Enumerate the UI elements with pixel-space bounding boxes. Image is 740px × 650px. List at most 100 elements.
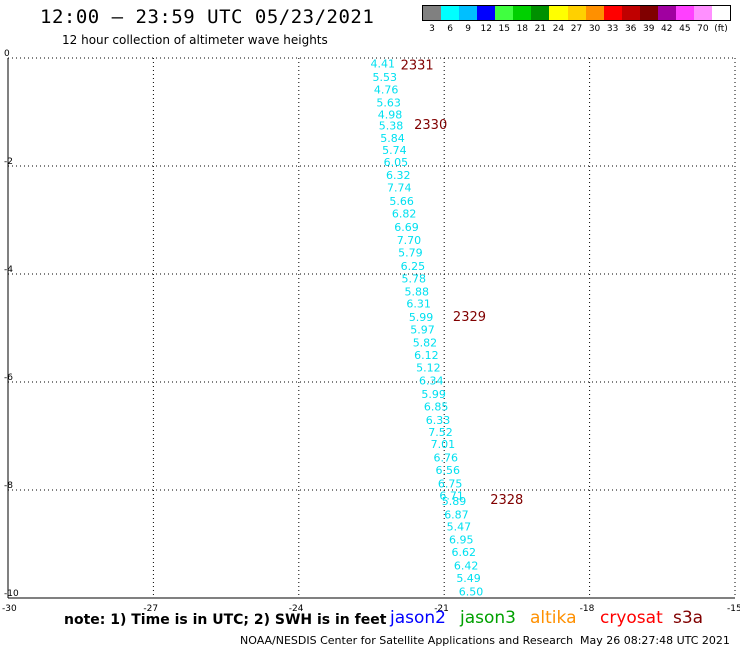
y-tick-label: 0 xyxy=(4,49,10,59)
color-scale-swatches xyxy=(422,5,731,21)
wave-height-label: 5.84 xyxy=(380,132,405,145)
wave-height-label: 6.56 xyxy=(435,464,460,477)
wave-height-label: 4.41 xyxy=(371,57,396,70)
y-tick-label: -8 xyxy=(4,481,13,491)
mission-jason2: jason2 xyxy=(390,608,446,628)
color-scale-label: 33 xyxy=(606,24,619,34)
pass-number-label: 2329 xyxy=(453,310,486,325)
pass-number-label: 2331 xyxy=(401,58,434,73)
wave-height-label: 4.76 xyxy=(374,83,399,96)
pass-number-label: 2328 xyxy=(490,493,523,508)
wave-height-label: 5.66 xyxy=(389,195,414,208)
x-tick-label: -24 xyxy=(289,604,304,614)
wave-height-label: 5.82 xyxy=(413,337,438,350)
color-scale-legend: 3 6 9 12 15 18 21 24 27 30 33 36 39 42 45 70 (ft) xyxy=(422,5,737,36)
color-scale-label: 36 xyxy=(624,24,637,34)
color-swatch xyxy=(585,6,604,20)
mission-jason3: jason3 xyxy=(460,608,516,628)
color-swatch xyxy=(567,6,586,20)
wave-height-label: 7.01 xyxy=(431,438,456,451)
wave-height-label: 5.97 xyxy=(410,324,435,337)
color-swatch xyxy=(423,6,442,20)
wave-height-label: 6.62 xyxy=(451,546,476,559)
x-tick-label: -27 xyxy=(143,604,158,614)
chart-title: 12:00 – 23:59 UTC 05/23/2021 xyxy=(40,6,375,28)
color-scale-label: 27 xyxy=(570,24,583,34)
wave-height-label: 6.05 xyxy=(384,156,409,169)
color-swatch xyxy=(712,6,731,20)
y-tick-label: -6 xyxy=(4,373,13,383)
x-tick-label: -30 xyxy=(2,604,17,614)
wave-height-label: 6.34 xyxy=(419,374,444,387)
wave-height-label: 5.38 xyxy=(379,120,404,133)
color-scale-label: 45 xyxy=(679,24,691,34)
mission-cryosat: cryosat xyxy=(600,608,663,628)
color-scale-label: 15 xyxy=(498,24,510,34)
wave-height-label: 6.85 xyxy=(424,400,449,413)
color-swatch xyxy=(603,6,622,20)
wave-height-label: 4.98 xyxy=(378,109,403,122)
color-swatch xyxy=(477,6,496,20)
wave-height-label: 6.69 xyxy=(394,221,419,234)
wave-height-label: 6.42 xyxy=(454,560,479,573)
wave-height-label: 5.12 xyxy=(416,361,441,374)
color-scale-label: 42 xyxy=(661,24,673,34)
color-scale-label: 70 xyxy=(697,24,709,34)
color-scale-label: (ft) xyxy=(714,24,728,34)
units-note: note: 1) Time is in UTC; 2) SWH is in fe… xyxy=(64,612,387,628)
wave-height-label: 5.49 xyxy=(456,572,481,585)
y-tick-label: -10 xyxy=(4,589,19,599)
wave-height-label: 6.50 xyxy=(459,586,484,599)
color-scale-label: 39 xyxy=(643,24,655,34)
wave-height-label: 5.74 xyxy=(382,144,407,157)
mission-altika: altika xyxy=(530,608,577,628)
color-scale-label: 9 xyxy=(465,24,472,34)
color-swatch xyxy=(495,6,514,20)
color-swatch xyxy=(513,6,532,20)
wave-height-label: 6.25 xyxy=(401,260,426,273)
wave-height-label: 5.89 xyxy=(442,495,467,508)
wave-height-label: 6.32 xyxy=(386,169,411,182)
color-scale-label: 6 xyxy=(447,24,453,34)
pass-number-label: 2330 xyxy=(414,118,447,133)
color-swatch xyxy=(459,6,478,20)
color-swatch xyxy=(549,6,568,20)
wave-height-label: 5.99 xyxy=(421,388,446,401)
color-swatch xyxy=(693,6,712,20)
credit-text: NOAA/NESDIS Center for Satellite Applica… xyxy=(240,634,574,647)
wave-height-label: 5.99 xyxy=(409,311,434,324)
wave-height-label: 5.63 xyxy=(376,96,401,109)
color-swatch xyxy=(621,6,640,20)
wave-height-label: 7.74 xyxy=(387,182,412,195)
wave-height-label: 6.33 xyxy=(426,414,451,427)
wave-height-label: 5.79 xyxy=(398,246,423,259)
color-swatch xyxy=(531,6,550,20)
wave-height-label: 5.47 xyxy=(447,521,472,534)
wave-height-label: 6.12 xyxy=(414,349,439,362)
wave-height-label: 7.52 xyxy=(428,426,453,439)
color-swatch xyxy=(657,6,676,20)
x-tick-label: -21 xyxy=(434,604,449,614)
wave-height-label: 6.75 xyxy=(438,478,463,491)
wave-height-label: 6.31 xyxy=(406,298,431,311)
color-scale-label: 24 xyxy=(552,24,565,34)
color-swatch xyxy=(441,6,460,20)
wave-height-label: 5.78 xyxy=(402,272,427,285)
wave-height-label: 5.53 xyxy=(372,71,397,84)
chart-subtitle: 12 hour collection of altimeter wave hei… xyxy=(62,33,328,47)
wave-height-label: 6.95 xyxy=(449,534,474,547)
color-scale-label: 21 xyxy=(534,24,547,34)
color-swatch xyxy=(639,6,658,20)
x-tick-label: -15 xyxy=(727,604,740,614)
color-swatch xyxy=(675,6,694,20)
y-tick-label: -4 xyxy=(4,265,13,275)
wave-height-label: 6.71 xyxy=(439,489,464,502)
wave-height-label: 6.76 xyxy=(434,452,459,465)
color-scale-labels: 3 6 9 12 15 18 21 24 27 30 33 36 39 42 45 70 (ft) xyxy=(422,24,737,36)
wave-height-label: 5.88 xyxy=(404,285,429,298)
y-tick-label: -2 xyxy=(4,157,13,167)
x-tick-label: -18 xyxy=(580,604,595,614)
color-scale-label: 3 xyxy=(429,24,435,34)
color-scale-label: 18 xyxy=(516,24,529,34)
